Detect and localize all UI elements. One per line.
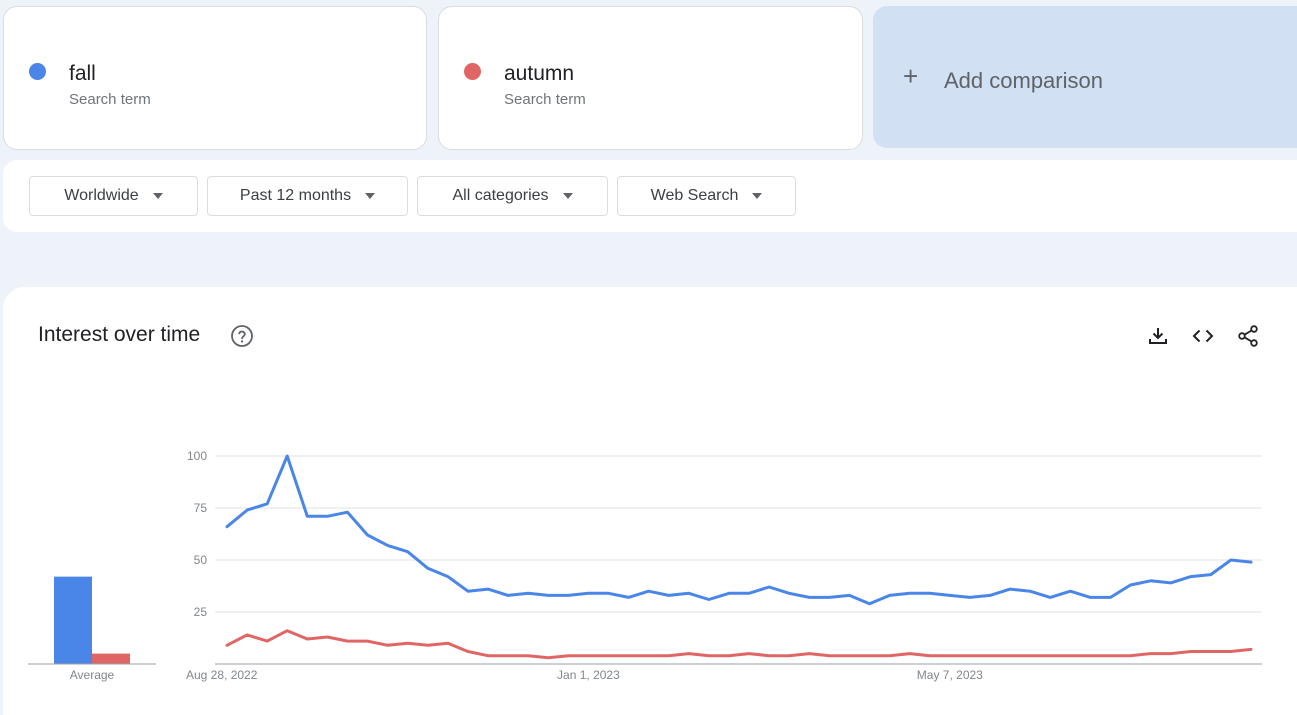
y-tick-label: 75 [194,501,208,515]
y-tick-label: 100 [187,449,207,463]
interest-over-time-chart: 25 50 75 100 Aug 28, 2022 Jan 1, 2023 May 7, 2… [28,449,1262,682]
category-dropdown[interactable]: All categories [417,176,608,216]
series-line-autumn [225,629,1253,660]
location-dropdown[interactable]: Worldwide [29,176,198,216]
caret-down-icon [752,193,763,199]
chart-title: Interest over time [38,323,201,346]
add-comparison-button[interactable]: + Add comparison [873,6,1297,148]
y-tick-label: 50 [194,553,208,567]
series-color-dot [464,63,481,80]
search-term-type: Search term [69,91,151,108]
search-type-dropdown[interactable]: Web Search [617,176,796,216]
dropdown-label: Past 12 months [239,187,352,204]
x-tick-label: May 7, 2023 [917,668,983,682]
search-term-card-autumn[interactable]: autumn Search term [438,6,863,150]
search-term-name[interactable]: autumn [504,62,575,85]
interest-over-time-card: 25 50 75 100 Aug 28, 2022 Jan 1, 2023 May 7, 2… [3,287,1297,715]
x-tick-label: Jan 1, 2023 [557,668,620,682]
dropdown-label: Web Search [650,187,739,204]
search-term-card-fall[interactable]: fall Search term [3,6,427,150]
plus-icon: + [903,61,919,91]
dropdown-label: Worldwide [64,187,139,204]
search-term-type: Search term [504,91,586,108]
dropdown-label: All categories [452,187,549,204]
help-circle-icon[interactable] [230,324,254,348]
search-term-name[interactable]: fall [69,62,96,85]
average-bar-fall [54,576,92,664]
embed-code-icon[interactable] [1191,324,1215,348]
caret-down-icon [562,193,573,199]
y-tick-label: 25 [194,605,208,619]
download-icon[interactable] [1146,324,1170,348]
series-color-dot [29,63,46,80]
caret-down-icon [152,193,163,199]
average-label: Average [70,668,115,682]
caret-down-icon [365,193,376,199]
share-icon[interactable] [1236,324,1260,348]
filters-bar: Worldwide Past 12 months All categories … [3,160,1297,232]
time-range-dropdown[interactable]: Past 12 months [207,176,408,216]
average-bar-autumn [92,653,130,664]
series-line-fall [225,454,1253,606]
x-tick-label: Aug 28, 2022 [186,668,258,682]
add-comparison-label: Add comparison [944,68,1103,93]
